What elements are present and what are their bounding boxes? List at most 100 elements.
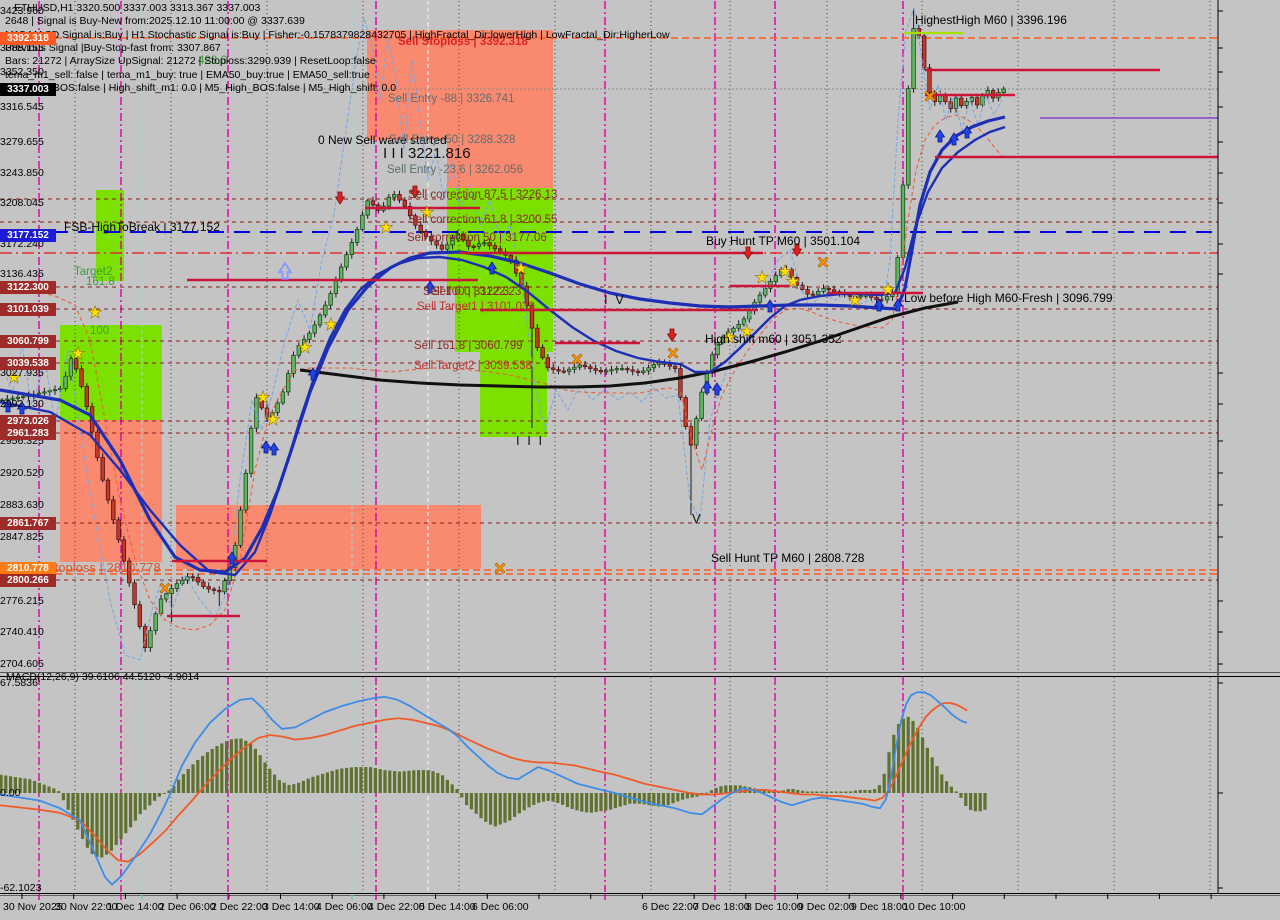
candle: [264, 407, 270, 419]
candle: [922, 35, 927, 69]
macd-bar: [18, 777, 22, 793]
macd-bar: [157, 793, 161, 797]
price-badge: 3392.318: [0, 31, 56, 45]
macd-bar: [57, 791, 61, 793]
candle: [482, 242, 487, 245]
candle: [498, 248, 503, 253]
candle: [132, 582, 137, 606]
candle: [826, 288, 831, 291]
macd-bar: [714, 787, 718, 793]
sell-arrow: [409, 185, 421, 199]
candle: [439, 244, 445, 250]
candle: [333, 279, 339, 294]
macd-bar: [282, 782, 286, 793]
buy-arrow: [934, 129, 946, 143]
candle: [635, 370, 641, 373]
buy-arrow: [711, 382, 723, 396]
macd-bar: [954, 791, 958, 793]
macd-bar: [863, 789, 867, 793]
buy-arrow: [424, 280, 436, 294]
annotation-26: I I I: [516, 433, 545, 448]
candle: [148, 630, 153, 648]
annotation-13: Sell 161.8 | 3060.799: [414, 340, 523, 352]
candle: [853, 296, 858, 299]
candle: [715, 342, 720, 356]
annotation-27: I V: [604, 292, 626, 307]
candle: [450, 238, 455, 246]
candle: [222, 580, 227, 593]
buy-arrow: [961, 125, 973, 139]
time-label: 2 Dec 22:00: [211, 901, 268, 913]
macd-bar: [637, 793, 641, 804]
macd-bar: [325, 772, 329, 793]
macd-bar: [551, 793, 555, 802]
macd-main-line: [0, 691, 968, 886]
star-marker: ★: [739, 322, 754, 341]
macd-bar: [724, 785, 728, 793]
macd-bar: [239, 738, 243, 793]
candle: [116, 519, 121, 541]
macd-bar: [916, 727, 920, 793]
macd-bar: [0, 774, 3, 793]
x-marker: ×: [159, 578, 171, 600]
candle: [513, 259, 519, 274]
candle: [694, 418, 699, 446]
macd-bar: [100, 793, 104, 858]
macd-bar: [973, 793, 977, 812]
candle: [911, 28, 916, 89]
macd-bar: [685, 793, 689, 799]
sell-arrow: [334, 191, 346, 205]
candle: [741, 318, 747, 325]
macd-bar: [119, 793, 123, 840]
macd-bar: [657, 793, 661, 807]
candle: [604, 370, 609, 373]
candle: [413, 215, 418, 226]
time-label: 9 Dec 02:00: [798, 901, 855, 913]
macd-bar: [873, 789, 877, 793]
candle: [105, 479, 111, 501]
x-marker: ×: [924, 86, 936, 108]
candle: [874, 296, 879, 300]
star-marker: ★: [297, 338, 312, 357]
candle: [831, 289, 837, 293]
macd-bar: [306, 778, 310, 793]
macd-bar: [604, 793, 608, 811]
candle: [52, 389, 58, 392]
macd-bar: [585, 793, 589, 813]
annotation-17: 161.8: [86, 276, 115, 288]
x-marker: ×: [494, 558, 506, 580]
macd-bar: [561, 793, 565, 805]
macd-bar: [935, 766, 939, 793]
candle: [932, 92, 937, 103]
envelope-line: [0, 114, 1006, 631]
macd-bar: [868, 789, 872, 793]
macd-bar: [340, 768, 344, 793]
macd-bar: [767, 791, 771, 793]
macd-tick: 0.00: [0, 787, 21, 799]
candle: [63, 375, 68, 389]
candle: [641, 370, 646, 373]
annotation-24: Sell Hunt TP M60 | 2808.728: [711, 551, 865, 565]
macd-bar: [105, 793, 109, 855]
star-marker: ★: [847, 291, 862, 310]
macd-bar: [829, 791, 833, 793]
info-line-6: tema_m1_sell: false | tema_m1_buy: true …: [5, 68, 370, 81]
annotation-5: I I I 3221.816: [383, 145, 471, 162]
candle: [784, 269, 789, 271]
macd-bar: [834, 791, 838, 793]
candle: [47, 390, 52, 393]
price-tick: 2704.605: [0, 658, 44, 670]
sell-arrow: [666, 328, 678, 342]
macd-bar: [162, 793, 166, 794]
time-label: 2 Dec 06:00: [159, 901, 216, 913]
candle: [217, 590, 222, 593]
hollow-arrow: [277, 261, 293, 280]
candle: [190, 576, 195, 579]
macd-bar: [13, 777, 17, 793]
candle: [153, 613, 158, 632]
price-tick: 3388.155: [0, 42, 44, 54]
price-tick: 2776.215: [0, 595, 44, 607]
candle: [328, 293, 333, 306]
price-badge: 2800.266: [0, 573, 56, 587]
